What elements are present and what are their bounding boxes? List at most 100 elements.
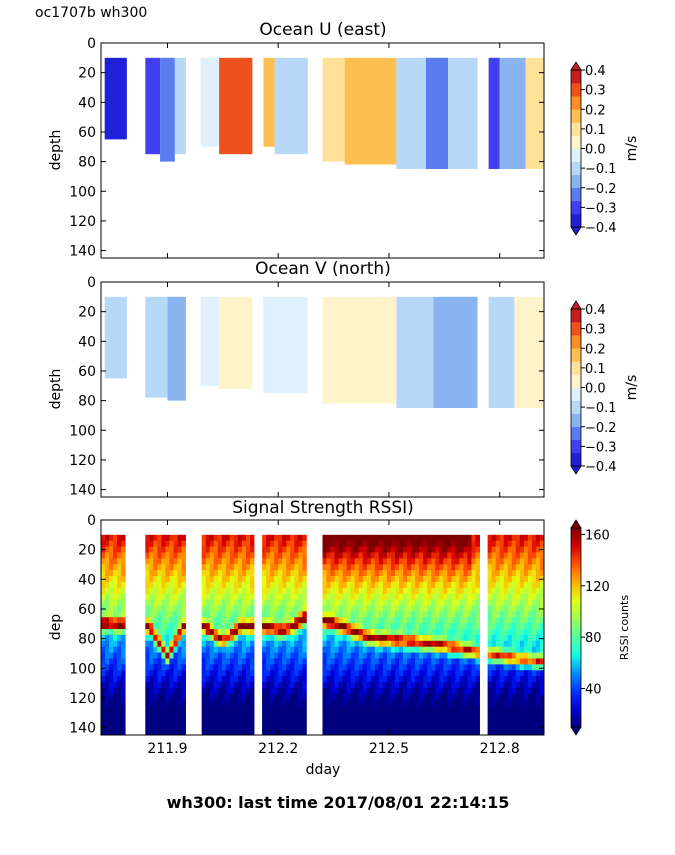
rssi-cell [463, 658, 468, 665]
rssi-cell [382, 623, 388, 630]
rssi-cell [290, 687, 295, 695]
rssi-cell [463, 623, 468, 630]
rssi-cell [443, 629, 448, 636]
rssi-cell [535, 629, 541, 636]
rssi-cell [419, 576, 424, 583]
rssi-cell [362, 581, 368, 589]
rssi-cell [382, 682, 388, 689]
rssi-cell [157, 717, 162, 724]
rssi-cell [302, 723, 307, 730]
rssi-cell [443, 652, 448, 659]
rssi-cell [153, 646, 158, 653]
rssi-cell [403, 611, 408, 618]
rssi-cell [121, 534, 126, 542]
rssi-cell [201, 717, 207, 724]
rssi-cell [181, 652, 186, 659]
rssi-cell [233, 729, 239, 736]
rssi-cell [374, 646, 380, 653]
colorbar-max-arrow [570, 519, 582, 529]
rssi-cell [495, 676, 501, 683]
colorbar-tick-label: 0.0 [585, 143, 606, 158]
rssi-cell [241, 623, 247, 630]
rssi-cell [419, 634, 424, 642]
rssi-cell [519, 540, 525, 548]
rssi-cell [217, 564, 223, 571]
rssi-cell [302, 682, 307, 689]
rssi-cell [145, 593, 150, 600]
rssi-cell [217, 629, 223, 636]
rssi-cell [342, 693, 348, 701]
rssi-cell [121, 593, 126, 600]
rssi-cell [399, 652, 404, 659]
rssi-cell [326, 705, 331, 712]
rssi-cell [495, 670, 501, 677]
rssi-cell [245, 676, 251, 683]
rssi-cell [237, 658, 243, 665]
rssi-cell [165, 605, 170, 612]
rssi-cell [201, 611, 207, 618]
rssi-cell [165, 664, 170, 671]
rssi-cell [298, 587, 303, 595]
y-tick-label: 60 [78, 602, 96, 618]
rssi-cell [455, 629, 460, 636]
rssi-cell [177, 723, 182, 730]
rssi-cell [411, 717, 416, 724]
rssi-cell [109, 629, 114, 636]
rssi-cell [326, 646, 331, 653]
rssi-cell [435, 558, 440, 565]
rssi-cell [519, 558, 525, 565]
rssi-cell [386, 546, 392, 553]
rssi-cell [539, 570, 545, 577]
rssi-cell [221, 705, 227, 712]
rssi-cell [459, 540, 464, 548]
rssi-cell [475, 576, 480, 583]
rssi-cell [487, 534, 493, 542]
rssi-cell [499, 705, 505, 712]
rssi-cell [390, 611, 396, 618]
rssi-cell [145, 587, 150, 595]
rssi-cell [213, 664, 219, 671]
rssi-cell [298, 629, 303, 636]
rssi-cell [435, 723, 440, 730]
rssi-cell [407, 570, 412, 577]
rssi-cell [165, 540, 170, 548]
rssi-cell [407, 546, 412, 553]
rssi-cell [121, 652, 126, 659]
rssi-cell [205, 581, 211, 589]
rssi-cell [109, 611, 114, 618]
rssi-cell [523, 623, 529, 630]
rssi-cell [463, 552, 468, 559]
rssi-cell [443, 623, 448, 630]
rssi-cell [177, 729, 182, 736]
rssi-cell [245, 587, 251, 595]
rssi-cell [475, 581, 480, 589]
rssi-cell [394, 699, 400, 706]
rssi-cell [278, 664, 283, 671]
rssi-cell [330, 587, 335, 595]
rssi-cell [539, 540, 545, 548]
rssi-cell [221, 729, 227, 736]
rssi-cell [157, 587, 162, 595]
rssi-cell [270, 581, 275, 589]
rssi-cell [101, 593, 106, 600]
rssi-cell [274, 564, 279, 571]
rssi-cell [447, 617, 452, 624]
rssi-cell [245, 687, 251, 695]
rssi-cell [358, 617, 364, 624]
rssi-cell [201, 646, 207, 653]
rssi-cell [382, 729, 388, 736]
rssi-cell [370, 705, 376, 712]
rssi-cell [491, 682, 497, 689]
y-tick-label: 120 [69, 453, 96, 469]
rssi-cell [217, 729, 223, 736]
rssi-cell [149, 552, 154, 559]
rssi-cell [241, 664, 247, 671]
rssi-cell [286, 682, 291, 689]
rssi-cell [294, 670, 299, 677]
rssi-cell [298, 576, 303, 583]
rssi-cell [362, 629, 368, 636]
rssi-cell [101, 552, 106, 559]
rssi-cell [245, 640, 251, 648]
rssi-cell [403, 729, 408, 736]
rssi-cell [330, 593, 335, 600]
